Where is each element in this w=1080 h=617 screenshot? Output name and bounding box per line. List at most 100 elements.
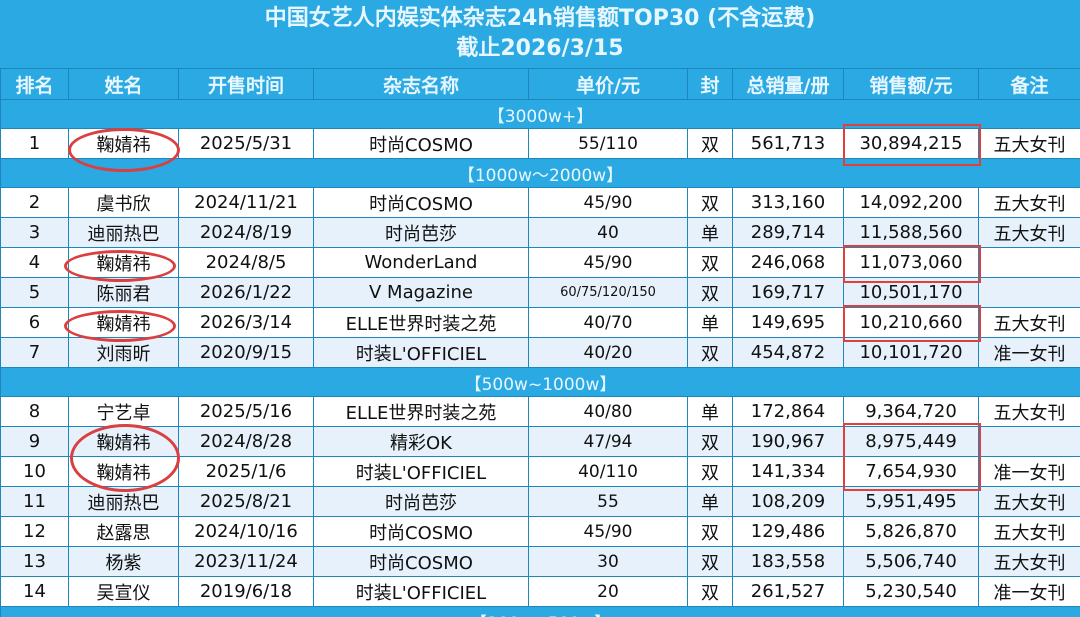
cell-unit-price: 20 bbox=[528, 576, 688, 607]
sales-table: 排名 姓名 开售时间 杂志名称 单价/元封总销量/册 销售额/元 备注 【3000w+】 1 鞠… bbox=[0, 68, 1080, 617]
cell-sales-amount: 10,101,720 bbox=[843, 337, 979, 368]
cell-name: 吴宣仪 bbox=[68, 576, 179, 607]
cell-note: 五大女刊 bbox=[978, 516, 1080, 547]
cell-cover: 单 bbox=[687, 396, 733, 427]
header-row: 排名 姓名 开售时间 杂志名称 单价/元封总销量/册 销售额/元 备注 bbox=[0, 68, 1080, 100]
table-row: 12 赵露思 2024/10/16 时尚COSMO 45/90 双 129,486 5,826… bbox=[0, 516, 1080, 547]
cell-unit-price: 47/94 bbox=[528, 426, 688, 457]
cell-sales-amount: 7,654,930 bbox=[843, 456, 979, 487]
cell-magazine: 时尚COSMO bbox=[313, 546, 529, 577]
section-label: 【300w~500w】 bbox=[0, 606, 1080, 617]
cell-sales-amount: 9,364,720 bbox=[843, 396, 979, 427]
cell-cover: 单 bbox=[687, 217, 733, 248]
cell-release-date: 2024/8/5 bbox=[178, 247, 314, 278]
cell-total-copies: 313,160 bbox=[732, 187, 844, 218]
cell-magazine: 精彩OK bbox=[313, 426, 529, 457]
cell-release-date: 2023/11/24 bbox=[178, 546, 314, 577]
table-row: 9 鞠婧祎 2024/8/28 精彩OK 47/94 双 190,967 8,975,449 bbox=[0, 426, 1080, 457]
cell-note bbox=[978, 247, 1080, 278]
cell-note: 五大女刊 bbox=[978, 546, 1080, 577]
cell-rank: 11 bbox=[0, 486, 69, 517]
cell-release-date: 2025/1/6 bbox=[178, 456, 314, 487]
cell-rank: 5 bbox=[0, 277, 69, 308]
cell-sales-amount: 11,073,060 bbox=[843, 247, 979, 278]
cell-sales-amount: 5,506,740 bbox=[843, 546, 979, 577]
header-rank: 排名 bbox=[0, 68, 69, 100]
cell-total-copies: 289,714 bbox=[732, 217, 844, 248]
cell-total-copies: 149,695 bbox=[732, 307, 844, 338]
cell-magazine: 时尚COSMO bbox=[313, 187, 529, 218]
cell-rank: 1 bbox=[0, 128, 69, 159]
section-band: 【300w~500w】 bbox=[0, 606, 1080, 617]
cell-rank: 2 bbox=[0, 187, 69, 218]
cell-unit-price: 55/110 bbox=[528, 128, 688, 159]
table-row: 5 陈丽君 2026/1/22 V Magazine 60/75/120/150 双 169… bbox=[0, 277, 1080, 308]
table-row: 4 鞠婧祎 2024/8/5 WonderLand 45/90 双 246,068 11,07… bbox=[0, 247, 1080, 278]
cell-name: 鞠婧祎 bbox=[68, 247, 179, 278]
cell-release-date: 2024/11/21 bbox=[178, 187, 314, 218]
cell-magazine: 时尚芭莎 bbox=[313, 217, 529, 248]
cell-magazine: 时装L'OFFICIEL bbox=[313, 337, 529, 368]
cell-name: 虞书欣 bbox=[68, 187, 179, 218]
cell-cover: 双 bbox=[687, 456, 733, 487]
cell-release-date: 2024/10/16 bbox=[178, 516, 314, 547]
table-row: 8 宁艺卓 2025/5/16 ELLE世界时装之苑 40/80 单 172,864 9,36… bbox=[0, 396, 1080, 427]
cell-note: 五大女刊 bbox=[978, 486, 1080, 517]
table-subtitle: 截止2026/3/15 bbox=[456, 36, 624, 61]
cell-total-copies: 561,713 bbox=[732, 128, 844, 159]
header-note: 备注 bbox=[978, 68, 1080, 100]
cell-release-date: 2026/3/14 bbox=[178, 307, 314, 338]
cell-cover: 双 bbox=[687, 337, 733, 368]
cell-total-copies: 246,068 bbox=[732, 247, 844, 278]
cell-sales-amount: 5,230,540 bbox=[843, 576, 979, 607]
cell-magazine: V Magazine bbox=[313, 277, 529, 308]
cell-unit-price: 45/90 bbox=[528, 187, 688, 218]
cell-unit-price: 40/80 bbox=[528, 396, 688, 427]
cell-magazine: 时尚COSMO bbox=[313, 516, 529, 547]
cell-name: 鞠婧祎 bbox=[68, 456, 179, 487]
table-row: 11 迪丽热巴 2025/8/21 时尚芭莎 55 单 108,209 5,951,495 五大… bbox=[0, 486, 1080, 517]
cell-note: 准一女刊 bbox=[978, 456, 1080, 487]
cell-release-date: 2020/9/15 bbox=[178, 337, 314, 368]
header-release-date: 开售时间 bbox=[178, 68, 314, 100]
cell-magazine: 时装L'OFFICIEL bbox=[313, 456, 529, 487]
cell-release-date: 2026/1/22 bbox=[178, 277, 314, 308]
cell-cover: 单 bbox=[687, 307, 733, 338]
cell-name: 鞠婧祎 bbox=[68, 307, 179, 338]
cell-total-copies: 172,864 bbox=[732, 396, 844, 427]
cell-cover: 双 bbox=[687, 128, 733, 159]
title-block: 中国女艺人内娱实体杂志24h销售额TOP30 (不含运费) 截止2026/3/1… bbox=[0, 0, 1080, 68]
cell-total-copies: 261,527 bbox=[732, 576, 844, 607]
cell-magazine: WonderLand bbox=[313, 247, 529, 278]
cell-note: 准一女刊 bbox=[978, 576, 1080, 607]
cell-unit-price: 40/70 bbox=[528, 307, 688, 338]
table-row: 3 迪丽热巴 2024/8/19 时尚芭莎 40 单 289,714 11,588,560 五大… bbox=[0, 217, 1080, 248]
section-label: 【3000w+】 bbox=[0, 99, 1080, 129]
cell-rank: 7 bbox=[0, 337, 69, 368]
cell-total-copies: 454,872 bbox=[732, 337, 844, 368]
cell-cover: 双 bbox=[687, 277, 733, 308]
cell-rank: 14 bbox=[0, 576, 69, 607]
cell-cover: 双 bbox=[687, 426, 733, 457]
cell-name: 迪丽热巴 bbox=[68, 486, 179, 517]
cell-total-copies: 129,486 bbox=[732, 516, 844, 547]
header-sales-amount: 销售额/元 bbox=[843, 68, 979, 100]
cell-note: 五大女刊 bbox=[978, 128, 1080, 159]
cell-name: 迪丽热巴 bbox=[68, 217, 179, 248]
section-band: 【3000w+】 bbox=[0, 99, 1080, 129]
cell-unit-price: 30 bbox=[528, 546, 688, 577]
cell-sales-amount: 11,588,560 bbox=[843, 217, 979, 248]
cell-magazine: 时装L'OFFICIEL bbox=[313, 576, 529, 607]
cell-total-copies: 169,717 bbox=[732, 277, 844, 308]
cell-total-copies: 190,967 bbox=[732, 426, 844, 457]
cell-sales-amount: 30,894,215 bbox=[843, 128, 979, 159]
table-row: 6 鞠婧祎 2026/3/14 ELLE世界时装之苑 40/70 单 149,695 10,2… bbox=[0, 307, 1080, 338]
cell-unit-price: 40 bbox=[528, 217, 688, 248]
cell-cover: 单 bbox=[687, 486, 733, 517]
cell-release-date: 2025/8/21 bbox=[178, 486, 314, 517]
cell-release-date: 2019/6/18 bbox=[178, 576, 314, 607]
table-row: 1 鞠婧祎 2025/5/31 时尚COSMO 55/110 双 561,713 30,894… bbox=[0, 128, 1080, 159]
cell-name: 鞠婧祎 bbox=[68, 128, 179, 159]
cell-release-date: 2025/5/31 bbox=[178, 128, 314, 159]
